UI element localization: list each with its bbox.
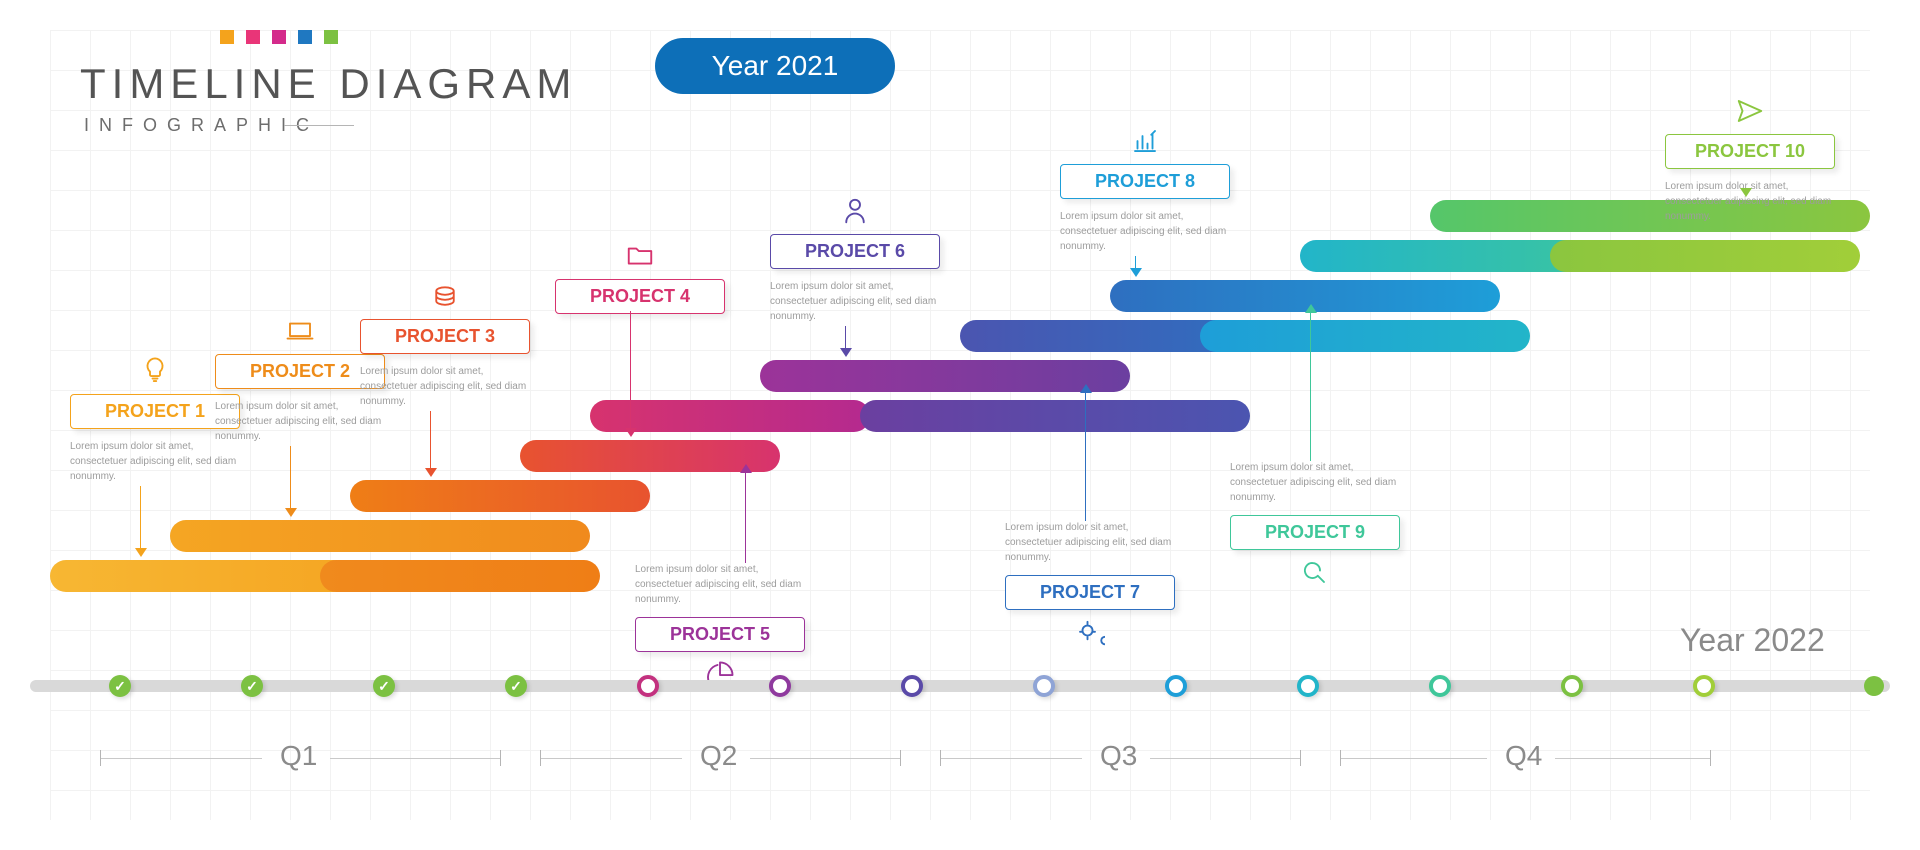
gantt-bar-p8b [1200, 320, 1530, 352]
quarter-line [940, 758, 1082, 759]
leader-line-1 [140, 486, 141, 548]
quarter-tick [500, 750, 501, 766]
month-marker-9 [1165, 675, 1187, 697]
quarter-tick [1340, 750, 1341, 766]
year-next-label: Year 2022 [1680, 622, 1825, 659]
header-color-dots [220, 30, 338, 44]
quarter-tick [1710, 750, 1711, 766]
timeline-axis [30, 680, 1890, 692]
quarter-line [750, 758, 900, 759]
gears-icon [1005, 618, 1175, 654]
month-marker-8 [1033, 675, 1055, 697]
person-icon [770, 190, 940, 226]
arrow-down-3 [425, 468, 437, 477]
coins-icon [360, 275, 530, 311]
leader-line-2 [290, 446, 291, 508]
month-marker-6 [769, 675, 791, 697]
gantt-bar-p6b [860, 400, 1250, 432]
leader-line-3 [430, 411, 431, 468]
subtitle-divider [284, 125, 354, 126]
leader-line-6 [845, 326, 846, 348]
project-desc-1: Lorem ipsum dolor sit amet, consectetuer… [70, 439, 240, 484]
gantt-bar-p3 [350, 480, 650, 512]
project-callout-7: Lorem ipsum dolor sit amet, consectetuer… [1005, 520, 1175, 654]
quarter-tick [1300, 750, 1301, 766]
project-label-9: PROJECT 9 [1230, 515, 1400, 550]
month-marker-12 [1561, 675, 1583, 697]
chart-icon [1060, 120, 1230, 156]
project-label-10: PROJECT 10 [1665, 134, 1835, 169]
arrow-up-5 [740, 464, 752, 473]
arrow-up-7 [1080, 384, 1092, 393]
quarter-label-Q2: Q2 [700, 740, 737, 772]
project-desc-8: Lorem ipsum dolor sit amet, consectetuer… [1060, 209, 1230, 254]
leader-line-5 [745, 473, 746, 563]
project-callout-3: PROJECT 3 Lorem ipsum dolor sit amet, con… [360, 275, 530, 409]
plane-icon [1665, 90, 1835, 126]
quarter-line [1340, 758, 1487, 759]
project-desc-9: Lorem ipsum dolor sit amet, consectetuer… [1230, 460, 1400, 505]
project-callout-6: PROJECT 6 Lorem ipsum dolor sit amet, con… [770, 190, 940, 324]
project-desc-5: Lorem ipsum dolor sit amet, consectetuer… [635, 562, 805, 607]
quarter-line [330, 758, 500, 759]
arrow-down-6 [840, 348, 852, 357]
quarter-tick [940, 750, 941, 766]
quarter-tick [100, 750, 101, 766]
axis-end-dot [1864, 676, 1884, 696]
project-desc-7: Lorem ipsum dolor sit amet, consectetuer… [1005, 520, 1175, 565]
quarter-line [100, 758, 262, 759]
leader-line-4 [630, 311, 631, 428]
project-callout-8: PROJECT 8 Lorem ipsum dolor sit amet, con… [1060, 120, 1230, 254]
quarter-tick [540, 750, 541, 766]
project-callout-10: PROJECT 10 Lorem ipsum dolor sit amet, co… [1665, 90, 1835, 224]
month-marker-3 [373, 675, 395, 697]
folder-icon [555, 235, 725, 271]
quarter-label-Q4: Q4 [1505, 740, 1542, 772]
month-marker-1 [109, 675, 131, 697]
arrow-down-1 [135, 548, 147, 557]
quarter-line [540, 758, 682, 759]
month-marker-13 [1693, 675, 1715, 697]
quarter-line [1555, 758, 1710, 759]
quarter-label-Q1: Q1 [280, 740, 317, 772]
quarter-line [1150, 758, 1300, 759]
project-label-5: PROJECT 5 [635, 617, 805, 652]
gantt-bar-p2 [170, 520, 590, 552]
project-label-8: PROJECT 8 [1060, 164, 1230, 199]
gantt-bar-p1 [50, 560, 350, 592]
project-label-4: PROJECT 4 [555, 279, 725, 314]
project-desc-3: Lorem ipsum dolor sit amet, consectetuer… [360, 364, 530, 409]
project-callout-4: PROJECT 4 [555, 235, 725, 314]
month-marker-5 [637, 675, 659, 697]
project-label-3: PROJECT 3 [360, 319, 530, 354]
arrow-down-2 [285, 508, 297, 517]
arrow-down-8 [1130, 268, 1142, 277]
search-icon [1230, 558, 1400, 594]
year-badge: Year 2021 [655, 38, 895, 94]
arrow-down-10 [1740, 188, 1752, 197]
month-marker-2 [241, 675, 263, 697]
month-marker-4 [505, 675, 527, 697]
project-label-7: PROJECT 7 [1005, 575, 1175, 610]
quarter-label-Q3: Q3 [1100, 740, 1137, 772]
month-marker-7 [901, 675, 923, 697]
project-label-6: PROJECT 6 [770, 234, 940, 269]
gantt-bar-p2b [320, 560, 600, 592]
leader-line-7 [1085, 393, 1086, 521]
gantt-bar-p10b [1550, 240, 1860, 272]
project-desc-10: Lorem ipsum dolor sit amet, consectetuer… [1665, 179, 1835, 224]
leader-line-8 [1135, 256, 1136, 268]
gantt-bar-p6 [760, 360, 1130, 392]
month-marker-10 [1297, 675, 1319, 697]
project-callout-9: Lorem ipsum dolor sit amet, consectetuer… [1230, 460, 1400, 594]
month-marker-11 [1429, 675, 1451, 697]
leader-line-9 [1310, 313, 1311, 461]
diagram-title: TIMELINE DIAGRAM [80, 60, 577, 108]
project-desc-6: Lorem ipsum dolor sit amet, consectetuer… [770, 279, 940, 324]
arrow-up-9 [1305, 304, 1317, 313]
quarter-tick [900, 750, 901, 766]
arrow-down-4 [625, 428, 637, 437]
